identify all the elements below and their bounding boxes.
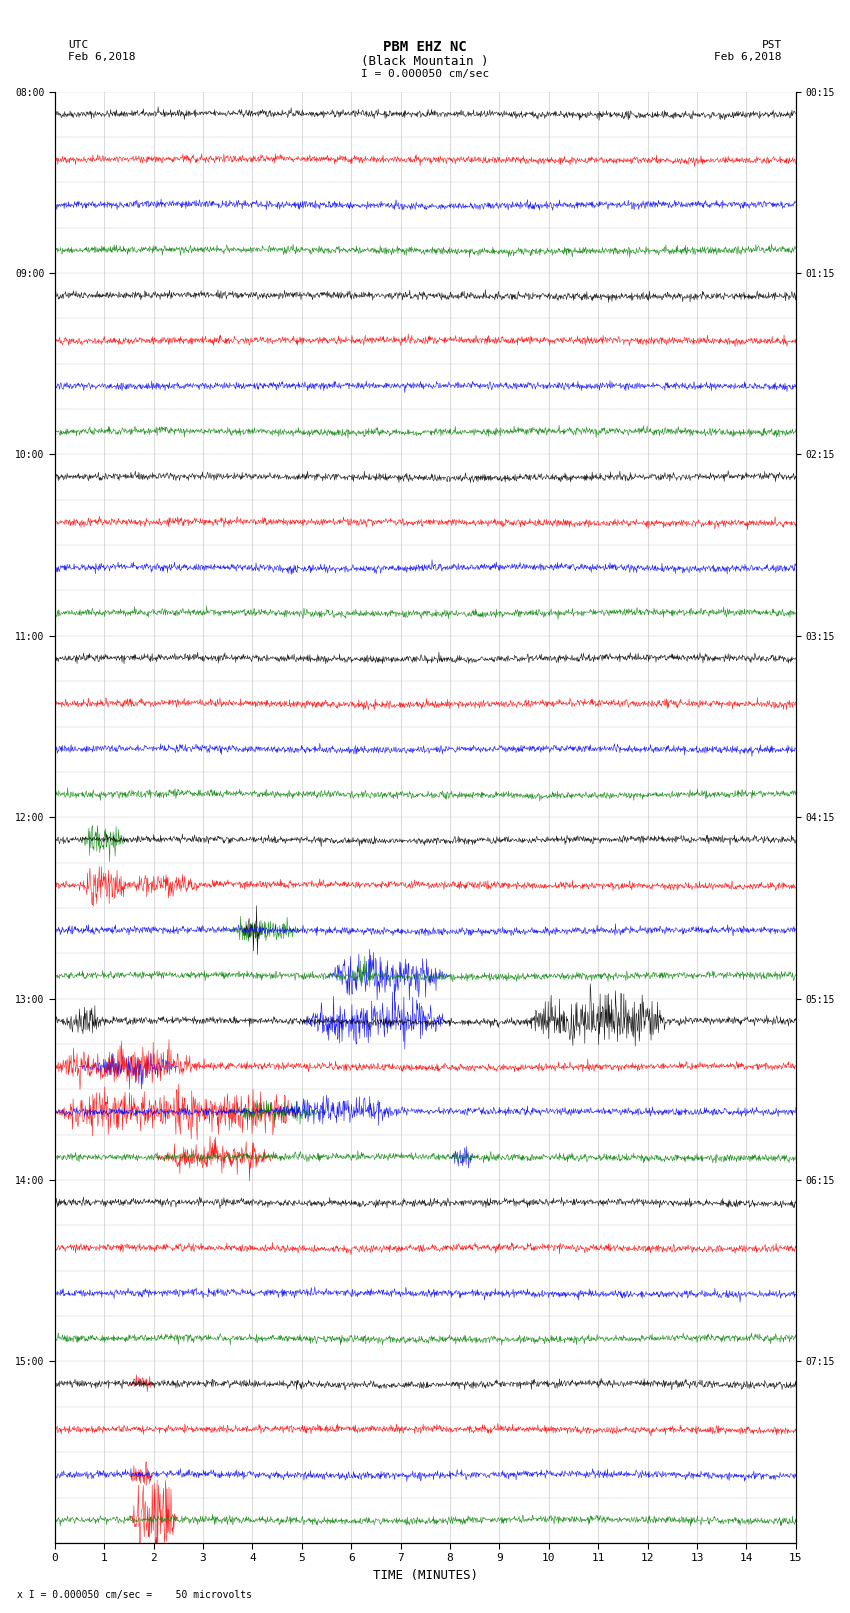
Text: PBM EHZ NC: PBM EHZ NC bbox=[383, 40, 467, 55]
X-axis label: TIME (MINUTES): TIME (MINUTES) bbox=[373, 1569, 478, 1582]
Text: PST
Feb 6,2018: PST Feb 6,2018 bbox=[715, 40, 782, 61]
Text: UTC
Feb 6,2018: UTC Feb 6,2018 bbox=[68, 40, 135, 61]
Text: (Black Mountain ): (Black Mountain ) bbox=[361, 55, 489, 68]
Text: I = 0.000050 cm/sec: I = 0.000050 cm/sec bbox=[361, 69, 489, 79]
Text: x I = 0.000050 cm/sec =    50 microvolts: x I = 0.000050 cm/sec = 50 microvolts bbox=[17, 1590, 252, 1600]
